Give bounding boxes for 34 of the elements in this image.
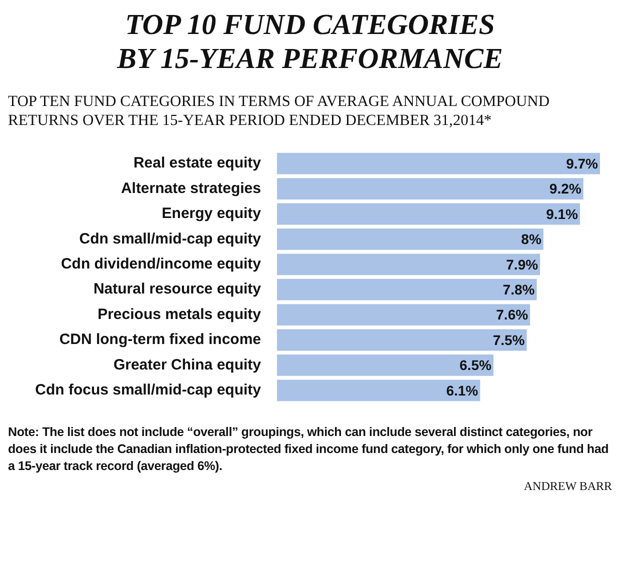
- data-label: 6.1%: [446, 382, 479, 398]
- bar: [277, 228, 544, 250]
- bar: [277, 254, 540, 276]
- data-label: 6.5%: [460, 357, 492, 374]
- chart-title: TOP 10 FUND CATEGORIES BY 15-YEAR PERFORMANCE: [116, 8, 504, 76]
- text: ANDREW BARR: [522, 479, 612, 494]
- text: Note: The list does not include “overall” groupings, which can include several distinct categories, nor does it include the Canadian inflation-protected fixed income fund category, for which only one fund had a 15-year track record (averaged 6%).: [8, 424, 610, 475]
- y-tick-label: Cdn dividend/income equity: [60, 256, 262, 273]
- y-tick-label: Greater China equity: [113, 356, 262, 374]
- data-label: 7.6%: [496, 306, 529, 323]
- y-tick-label: Cdn small/mid-cap equity: [79, 230, 262, 248]
- data-label: 9.1%: [546, 206, 579, 222]
- y-tick-label: Natural resource equity: [93, 280, 262, 298]
- bar: [277, 304, 530, 326]
- y-tick-label: Cdn focus small/mid-cap equity: [35, 382, 262, 399]
- data-label: 7.5%: [492, 332, 526, 348]
- data-label: 9.7%: [566, 155, 599, 172]
- data-label: 7.8%: [502, 281, 536, 298]
- y-tick-label: Energy equity: [162, 205, 262, 222]
- chart-subtitle: TOP TEN FUND CATEGORIES IN TERMS OF AVERAGE ANNUAL COMPOUND RETURNS OVER THE 15-YEAR PERIOD ENDED DECEMBER 31,2014*: [8, 92, 551, 130]
- bar: [277, 354, 494, 376]
- y-tick-label: Real estate equity: [133, 154, 262, 172]
- bar: [277, 178, 584, 200]
- bar: [277, 278, 537, 300]
- data-label: 9.2%: [549, 180, 582, 197]
- bar: [277, 203, 580, 225]
- y-tick-label: Alternate strategies: [120, 180, 261, 197]
- bar: [277, 152, 600, 174]
- bar: [277, 329, 527, 351]
- y-tick-label: CDN long-term fixed income: [59, 331, 261, 348]
- y-tick-label: Precious metals equity: [98, 306, 262, 323]
- data-label: 8%: [521, 231, 542, 248]
- bar: [277, 380, 480, 402]
- data-label: 7.9%: [506, 256, 539, 272]
